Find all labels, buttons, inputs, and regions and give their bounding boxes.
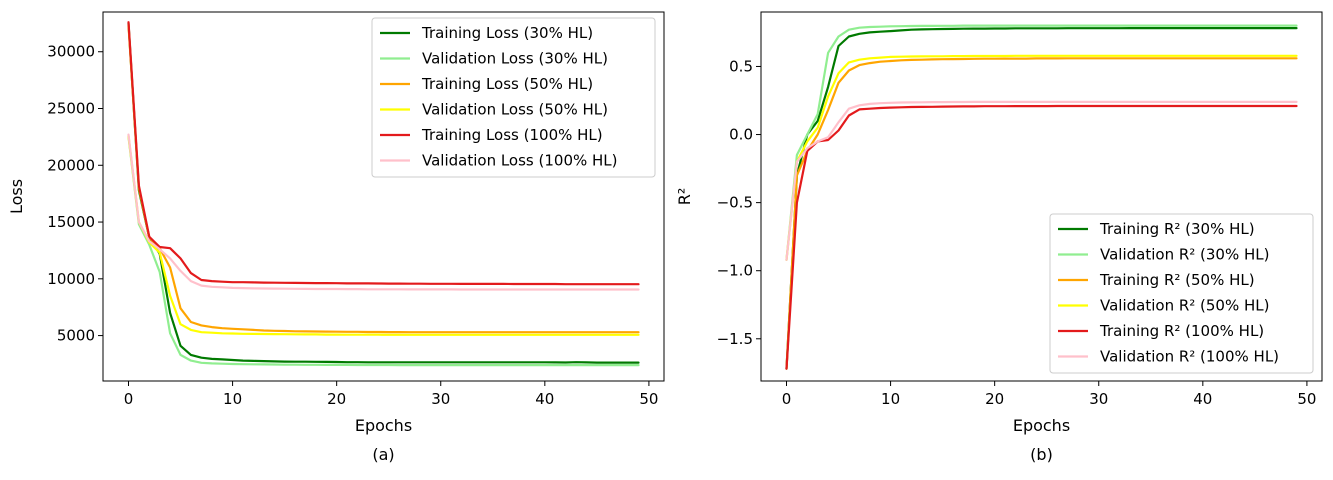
legend-label: Validation R² (50% HL): [1100, 297, 1270, 315]
y-tick-label: 15000: [47, 213, 95, 231]
axes-frame: [760, 11, 1323, 382]
series-line: [785, 54, 1298, 261]
x-tick-label: 30: [431, 390, 450, 408]
series-line: [127, 24, 640, 334]
x-tick-label: 30: [1089, 390, 1108, 408]
legend-label: Training Loss (100% HL): [421, 126, 603, 144]
legend: Training R² (30% HL) Validation R² (30% H…: [1049, 213, 1314, 374]
legend-label: Training R² (100% HL): [1099, 322, 1264, 340]
axes-frame: [102, 11, 665, 382]
x-tick-label: 50: [1297, 390, 1316, 408]
y-tick-label: 20000: [47, 156, 95, 174]
x-tick-label: 10: [223, 390, 242, 408]
panel-caption: (b): [1030, 445, 1053, 464]
series-line: [785, 24, 1298, 261]
y-tick-label: 25000: [47, 100, 95, 118]
x-tick-label: 20: [327, 390, 346, 408]
series-line: [127, 134, 640, 336]
x-tick-label: 50: [639, 390, 658, 408]
y-tick-label: 30000: [47, 43, 95, 61]
legend-box: [1049, 213, 1314, 374]
y-tick-label: 5000: [57, 327, 95, 345]
series-line: [785, 57, 1298, 370]
legend-label: Validation Loss (50% HL): [422, 101, 608, 119]
y-axis-label: R²: [675, 188, 694, 206]
x-axis-label: Epochs: [1013, 416, 1070, 435]
series-line: [785, 100, 1298, 261]
y-axis-label: Loss: [7, 179, 26, 214]
y-tick-label: 10000: [47, 270, 95, 288]
legend-box: [371, 17, 656, 178]
series-line: [127, 135, 640, 367]
series-line: [785, 104, 1298, 370]
y-tick-label: −1.5: [717, 330, 753, 348]
legend: Training Loss (30% HL) Validation Loss (3…: [371, 17, 656, 178]
x-tick-label: 40: [535, 390, 554, 408]
series-line: [127, 21, 640, 286]
x-tick-label: 0: [124, 390, 134, 408]
y-tick-label: 0.5: [729, 57, 753, 75]
legend-label: Training Loss (50% HL): [421, 75, 593, 93]
x-tick-label: 20: [985, 390, 1004, 408]
series-line: [127, 133, 640, 291]
x-tick-label: 10: [881, 390, 900, 408]
x-tick-label: 0: [782, 390, 792, 408]
y-tick-label: −0.5: [717, 194, 753, 212]
x-axis-label: Epochs: [355, 416, 412, 435]
x-tick-label: 40: [1193, 390, 1212, 408]
legend-label: Training R² (50% HL): [1099, 271, 1255, 289]
legend-label: Validation Loss (100% HL): [422, 152, 618, 170]
series-line: [785, 27, 1298, 370]
chart-panel-loss: 0 10 20 30 40 50 5000 10000 15000 20000 25000 30000…: [7, 11, 665, 464]
legend-label: Training R² (30% HL): [1099, 220, 1255, 238]
chart-panel-r2: 0 10 20 30 40 50 −1.5 −1.0 −0.5 0.0 0.5 Epochs R² (b)…: [675, 11, 1323, 464]
legend-label: Validation R² (100% HL): [1100, 348, 1279, 366]
y-tick-label: 0.0: [729, 126, 753, 144]
legend-label: Validation Loss (30% HL): [422, 50, 608, 68]
panel-caption: (a): [372, 445, 394, 464]
series-line: [127, 22, 640, 364]
legend-label: Validation R² (30% HL): [1100, 246, 1270, 264]
y-tick-label: −1.0: [717, 262, 753, 280]
legend-label: Training Loss (30% HL): [421, 24, 593, 42]
